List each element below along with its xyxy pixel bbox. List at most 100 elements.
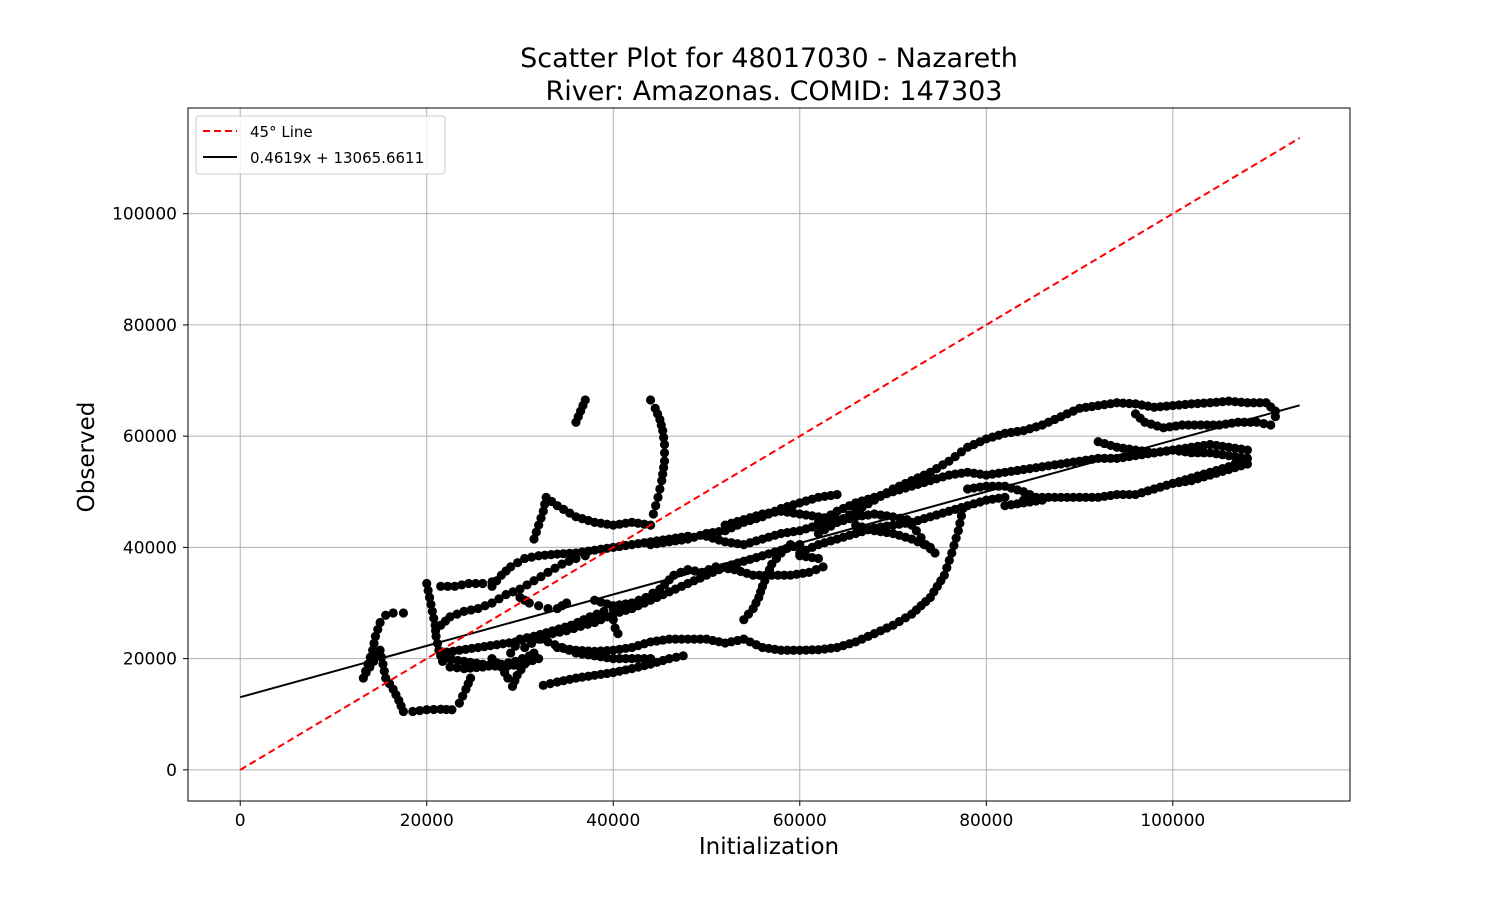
chart-title: Scatter Plot for 48017030 - Nazareth xyxy=(520,43,1018,74)
data-point xyxy=(608,615,618,625)
data-point xyxy=(641,592,651,603)
data-point xyxy=(538,680,548,690)
data-point xyxy=(536,513,546,523)
legend-fit-label: 0.4619x + 13065.6611 xyxy=(250,149,424,167)
data-point xyxy=(427,606,437,616)
x-tick-label: 20000 xyxy=(400,811,454,831)
data-point xyxy=(503,673,513,683)
data-point xyxy=(956,511,967,521)
data-point xyxy=(529,631,539,641)
data-point xyxy=(457,580,467,590)
data-point xyxy=(375,617,385,628)
data-point xyxy=(464,578,474,589)
data-point xyxy=(949,540,959,551)
data-point xyxy=(832,514,842,525)
data-point xyxy=(613,628,623,639)
data-point xyxy=(388,608,398,618)
chart-subtitle: River: Amazonas. COMID: 147303 xyxy=(546,76,1003,107)
data-point xyxy=(811,565,821,575)
data-point xyxy=(555,627,565,637)
y-tick-label: 80000 xyxy=(123,316,177,336)
data-point xyxy=(785,540,796,550)
data-point xyxy=(473,603,483,614)
data-point xyxy=(1270,412,1280,422)
data-point xyxy=(501,590,511,600)
data-point xyxy=(634,595,644,605)
data-point xyxy=(963,484,973,494)
data-point xyxy=(445,662,455,672)
data-point xyxy=(818,562,828,572)
data-point xyxy=(1242,459,1253,469)
data-point xyxy=(832,489,842,500)
data-point xyxy=(508,587,518,597)
y-tick-label: 100000 xyxy=(112,205,177,225)
data-point xyxy=(443,581,453,591)
data-point xyxy=(690,566,700,576)
data-point xyxy=(543,567,553,578)
data-point xyxy=(576,621,586,631)
data-point xyxy=(378,659,388,669)
data-point xyxy=(550,563,560,573)
x-tick-label: 0 xyxy=(235,811,246,831)
x-tick-label: 40000 xyxy=(586,811,640,831)
data-point xyxy=(947,548,957,558)
data-point xyxy=(422,578,432,589)
data-point xyxy=(562,626,572,636)
data-point xyxy=(1242,445,1253,455)
data-point xyxy=(548,628,558,639)
data-point xyxy=(431,631,441,641)
x-tick-label: 60000 xyxy=(773,811,827,831)
data-point xyxy=(939,570,949,580)
data-points xyxy=(358,395,1280,717)
data-point xyxy=(648,588,658,598)
data-point xyxy=(520,642,530,653)
data-point xyxy=(557,559,567,569)
data-point xyxy=(540,499,550,509)
data-point xyxy=(545,679,555,689)
data-point xyxy=(452,609,462,619)
data-point xyxy=(376,652,387,662)
data-point xyxy=(671,652,681,662)
data-point xyxy=(513,558,523,568)
data-point xyxy=(1259,419,1269,429)
data-point xyxy=(529,576,539,586)
data-point xyxy=(583,619,593,630)
data-point xyxy=(543,603,553,614)
data-point xyxy=(534,601,544,611)
data-point xyxy=(478,578,488,589)
data-point xyxy=(953,526,963,536)
y-tick-label: 40000 xyxy=(123,538,177,558)
data-point xyxy=(659,448,670,458)
data-point xyxy=(429,613,439,623)
legend-identity-label: 45° Line xyxy=(250,123,313,141)
data-point xyxy=(564,556,574,566)
x-tick-label: 80000 xyxy=(959,811,1013,831)
data-point xyxy=(531,527,541,537)
data-point xyxy=(534,654,544,664)
data-point xyxy=(398,706,409,717)
data-point xyxy=(648,509,658,519)
data-point xyxy=(432,638,443,648)
data-point xyxy=(534,520,544,530)
data-point xyxy=(683,565,693,575)
data-point xyxy=(379,666,389,676)
data-point xyxy=(494,594,504,604)
data-point xyxy=(888,512,898,522)
data-point xyxy=(536,634,546,644)
data-point xyxy=(543,637,553,647)
data-point xyxy=(925,542,935,552)
data-point xyxy=(944,555,954,565)
data-point xyxy=(466,605,476,615)
data-point xyxy=(911,526,921,536)
data-point xyxy=(658,425,668,436)
legend-box xyxy=(195,115,446,175)
data-point xyxy=(524,598,534,608)
legend: 45° Line 0.4619x + 13065.6611 xyxy=(195,115,446,175)
data-point xyxy=(465,673,476,683)
data-point xyxy=(373,624,383,635)
data-point xyxy=(423,585,433,596)
identity-line xyxy=(239,137,1301,771)
data-point xyxy=(426,599,436,609)
data-point xyxy=(422,705,432,715)
data-point xyxy=(487,598,497,608)
